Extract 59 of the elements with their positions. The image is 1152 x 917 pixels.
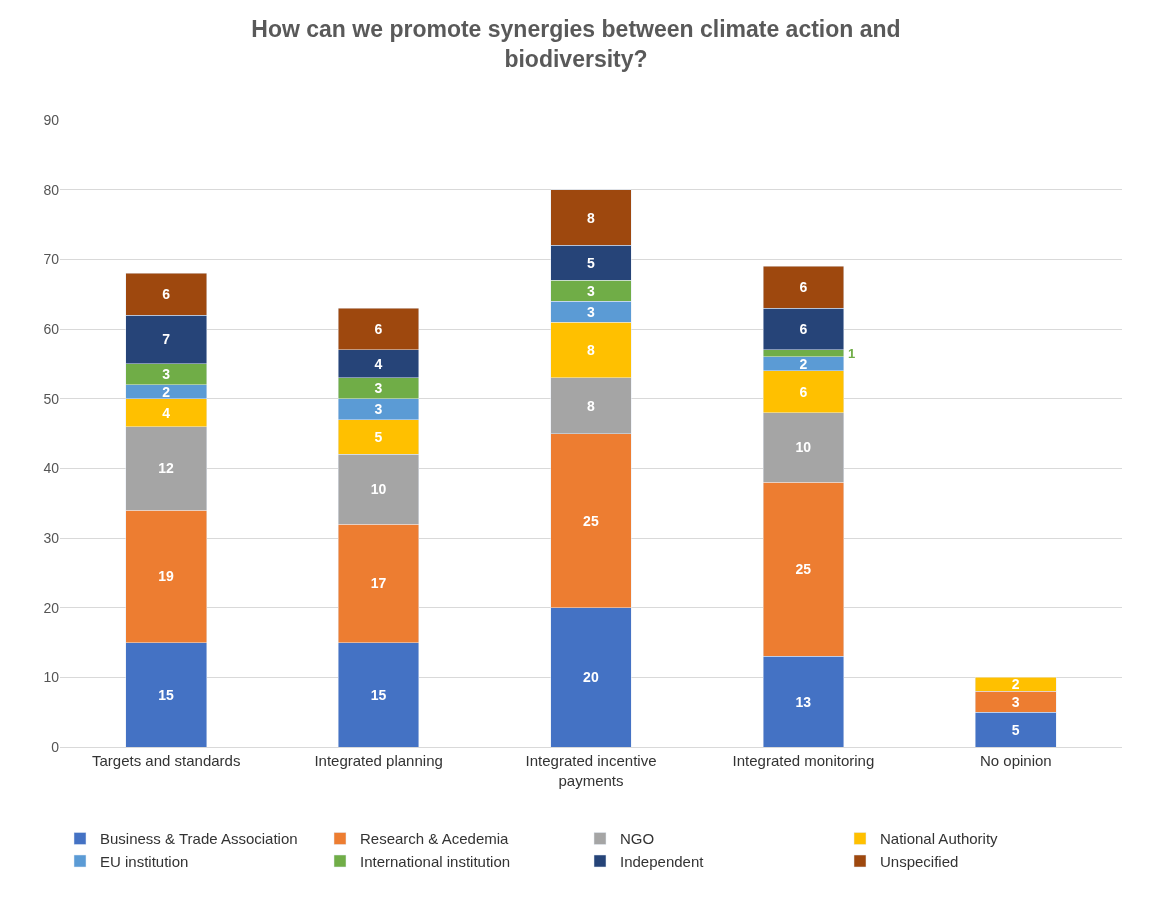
y-tick-label: 60 xyxy=(43,320,60,337)
legend-label: Business & Trade Association xyxy=(100,830,298,848)
data-label: 6 xyxy=(799,321,808,337)
data-label: 6 xyxy=(799,279,808,296)
legend-label: Independent xyxy=(620,852,705,870)
data-label: 8 xyxy=(587,341,595,358)
data-label: 8 xyxy=(587,209,595,226)
data-label: 25 xyxy=(795,561,812,578)
data-label: 5 xyxy=(1011,721,1020,738)
data-label: 10 xyxy=(370,481,387,498)
legend-label: EU institution xyxy=(100,852,189,870)
legend-label: National Authority xyxy=(880,830,999,848)
y-tick-label: 70 xyxy=(43,251,60,268)
x-tick-label: Integrated planning xyxy=(314,752,443,769)
data-label: 3 xyxy=(374,380,383,397)
y-tick-label: 80 xyxy=(43,181,60,198)
y-tick-label: 0 xyxy=(51,738,60,755)
data-label: 10 xyxy=(795,439,812,456)
data-label: 12 xyxy=(158,460,175,477)
y-tick-label: 40 xyxy=(43,460,60,477)
y-tick-label: 20 xyxy=(43,599,60,616)
data-label: 7 xyxy=(162,331,171,348)
data-label: 15 xyxy=(370,686,387,703)
data-label: 4 xyxy=(374,355,383,372)
y-tick-label: 50 xyxy=(43,390,60,407)
data-label: 3 xyxy=(374,401,383,418)
data-label: 5 xyxy=(374,428,383,445)
x-tick-label: Targets and standards xyxy=(91,752,241,769)
data-label: 4 xyxy=(162,404,171,421)
legend-label: Unspecified xyxy=(880,852,959,870)
data-label: 3 xyxy=(162,366,171,383)
data-label: 5 xyxy=(587,254,595,271)
data-label: 3 xyxy=(587,282,595,299)
data-label: 13 xyxy=(795,693,812,710)
legend-label: International institution xyxy=(360,852,511,870)
data-label: 15 xyxy=(158,686,175,703)
data-label: 8 xyxy=(587,397,595,414)
x-tick-label: No opinion xyxy=(979,752,1052,769)
data-label: 3 xyxy=(1011,693,1020,710)
y-tick-label: 30 xyxy=(43,529,60,546)
legend-label: Research & Acedemia xyxy=(360,830,510,848)
data-label: 20 xyxy=(583,669,599,686)
y-tick-label: 90 xyxy=(43,111,60,128)
data-label: 3 xyxy=(587,303,595,320)
data-label: 1 xyxy=(848,346,856,361)
legend-label: NGO xyxy=(620,830,655,848)
data-label: 19 xyxy=(158,568,175,585)
data-label: 25 xyxy=(583,512,599,529)
data-label: 2 xyxy=(1011,676,1020,693)
data-label: 17 xyxy=(370,575,387,592)
data-label: 6 xyxy=(162,286,171,303)
data-label: 6 xyxy=(374,321,383,337)
data-label: 6 xyxy=(799,383,808,400)
y-tick-label: 10 xyxy=(43,669,60,686)
x-tick-label: Integrated incentive payments xyxy=(525,752,657,789)
data-label: 2 xyxy=(799,355,808,372)
x-tick-label: Integrated monitoring xyxy=(732,752,875,769)
chart-title: How can we promote synergies between climate action and biodiversity? xyxy=(251,15,901,72)
data-label: 2 xyxy=(162,383,171,400)
